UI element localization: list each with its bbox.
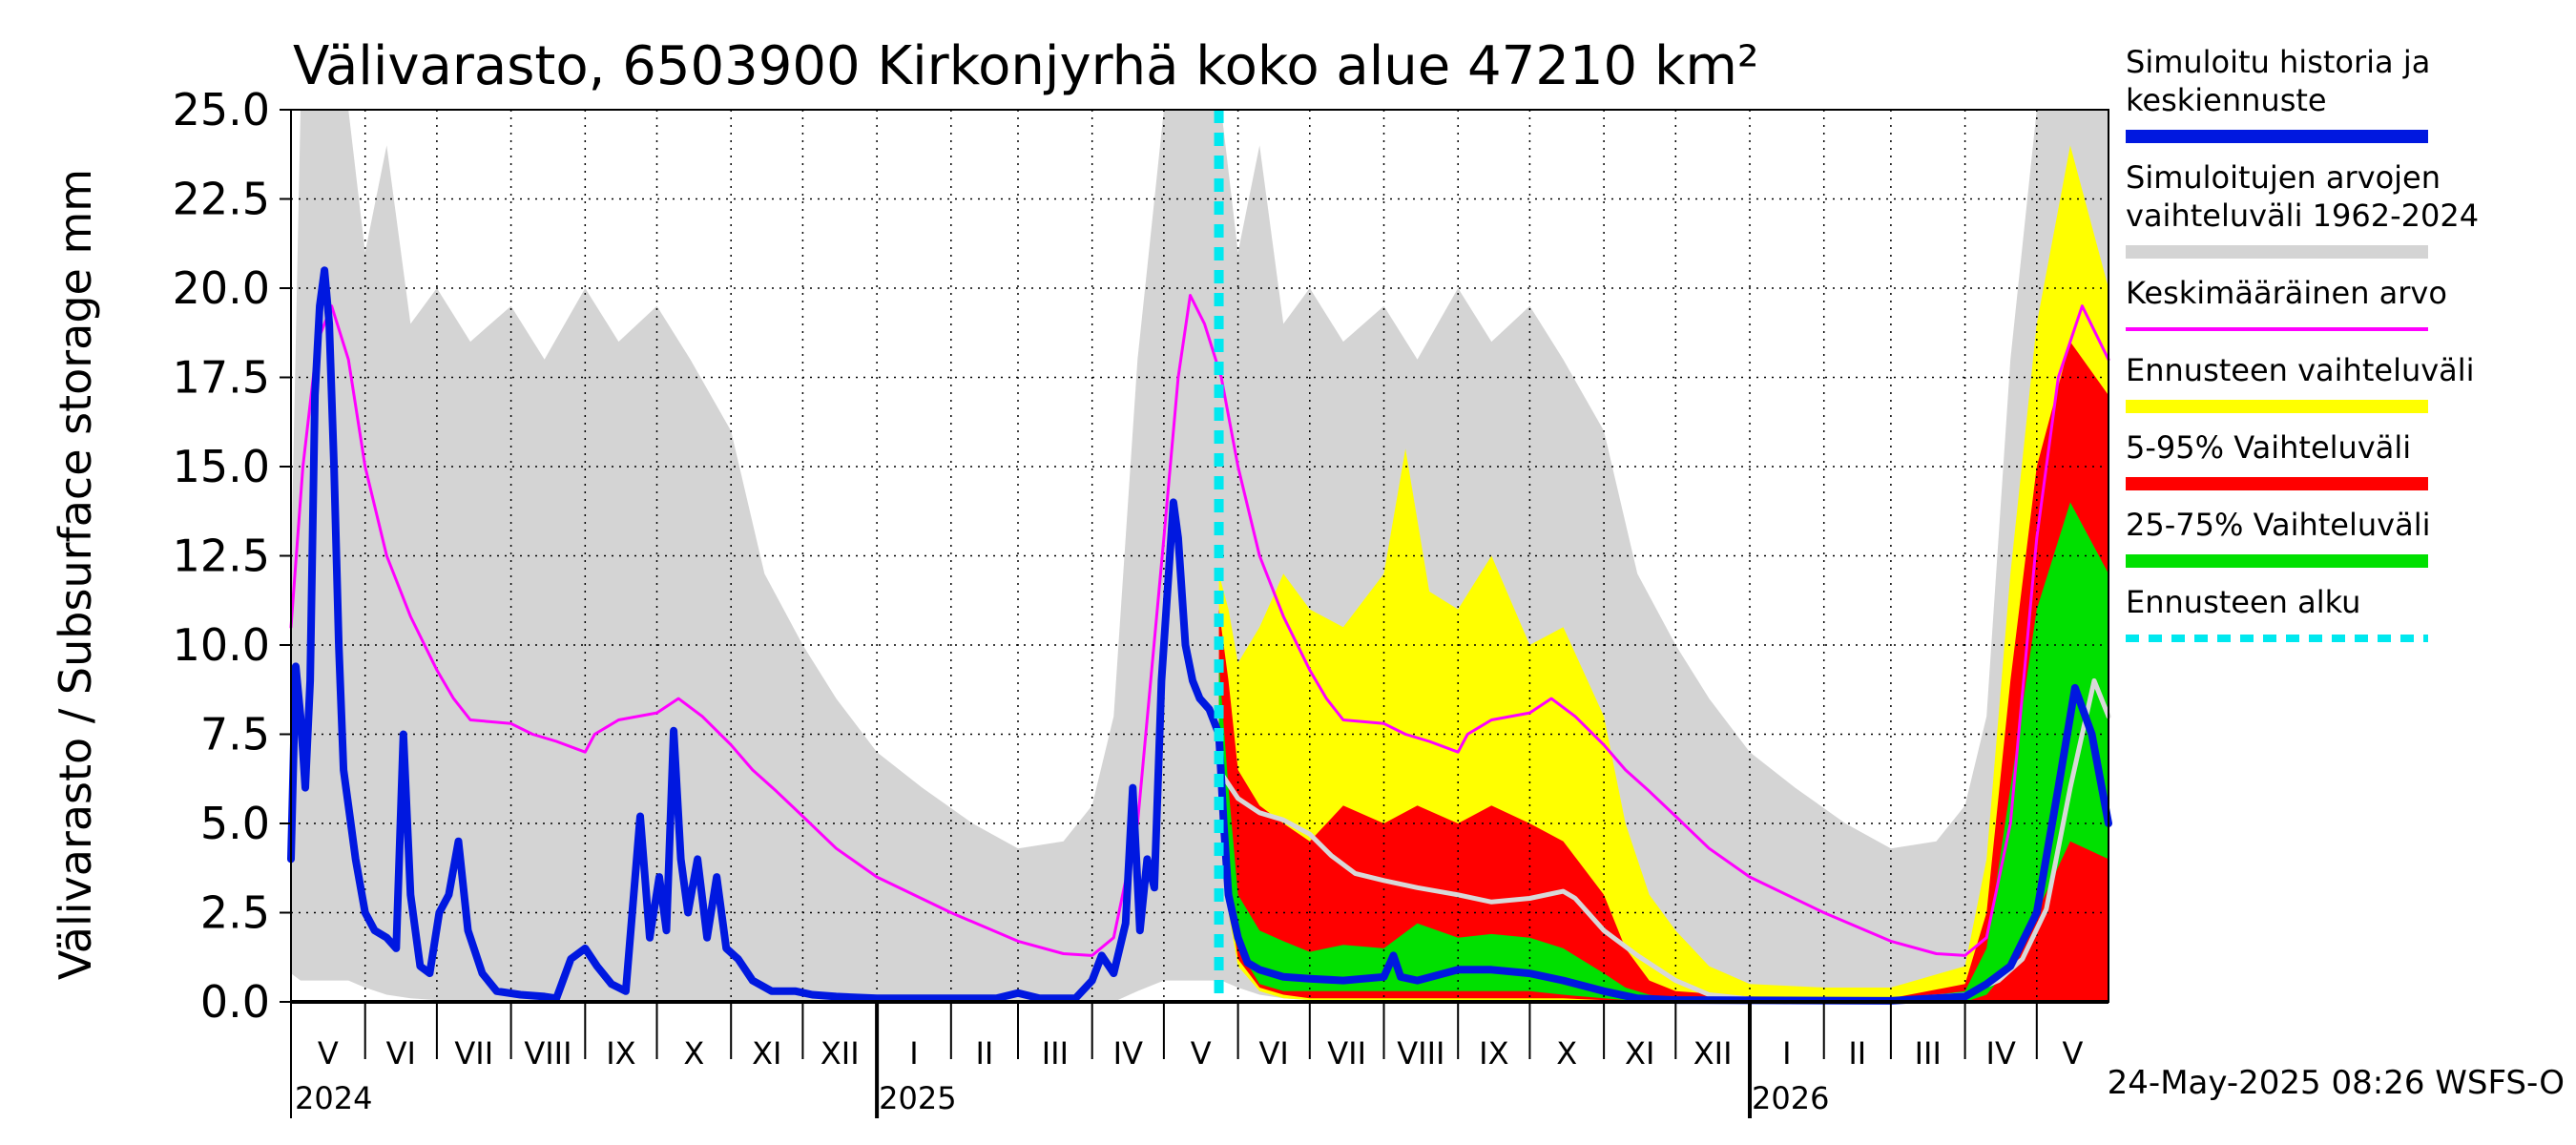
month-label: VII (454, 1035, 493, 1072)
month-label: IX (606, 1035, 635, 1072)
month-label: IX (1479, 1035, 1508, 1072)
y-axis-label: Välivarasto / Subsurface storage mm (50, 169, 101, 980)
y-tick-label: 25.0 (173, 84, 270, 135)
y-tick-label: 17.5 (173, 352, 270, 404)
timestamp-label: 24-May-2025 08:26 WSFS-O (2108, 1064, 2565, 1102)
x-axis: V VI VII VIII IX X XI XII I II III IV V VI VII VIII IX X X… (290, 1002, 2083, 1118)
month-label: IV (1986, 1035, 2016, 1072)
legend-label: Keskimääräinen arvo (2126, 275, 2447, 311)
chart-title: Välivarasto, 6503900 Kirkonjyrhä koko al… (293, 35, 1758, 97)
month-label: VI (1259, 1035, 1289, 1072)
month-label: V (2062, 1035, 2083, 1072)
year-label: 2024 (295, 1080, 372, 1116)
month-label: IV (1113, 1035, 1143, 1072)
line-keskim-r-inen-arvo (289, 294, 2110, 957)
legend-label: Ennusteen vaihteluväli (2126, 352, 2475, 388)
y-tick-label: 20.0 (173, 262, 270, 314)
month-label: XII (1693, 1035, 1733, 1072)
y-tick-label: 22.5 (173, 174, 270, 225)
band-ennusteen-vaihteluv-li (1218, 145, 2109, 1002)
month-label: X (683, 1035, 704, 1072)
legend-label: 25-75% Vaihteluväli (2126, 507, 2430, 543)
legend-label: vaihteluväli 1962-2024 (2126, 198, 2479, 234)
month-label: I (909, 1035, 918, 1072)
month-label: VIII (524, 1035, 571, 1072)
month-label: XI (1625, 1035, 1654, 1072)
legend-label: Simuloitu historia ja (2126, 44, 2430, 80)
year-label: 2026 (1752, 1080, 1829, 1116)
y-tick-label: 5.0 (200, 798, 270, 849)
month-label: II (975, 1035, 993, 1072)
line-simuloitu-historia-ja-keskiennuste (287, 266, 2112, 1005)
month-label: III (1042, 1035, 1069, 1072)
month-label: I (1782, 1035, 1791, 1072)
y-tick-label: 0.0 (200, 976, 270, 1028)
month-label: X (1556, 1035, 1577, 1072)
month-label: VI (386, 1035, 416, 1072)
y-tick-label: 10.0 (173, 619, 270, 671)
month-label: V (318, 1035, 339, 1072)
y-axis: 0.0 2.5 5.0 7.5 10.0 12.5 15.0 17.5 20.0 22.5 25.0 (173, 84, 291, 1028)
legend-label: 5-95% Vaihteluväli (2126, 429, 2411, 466)
year-label: 2025 (879, 1080, 956, 1116)
y-tick-label: 12.5 (173, 531, 270, 582)
month-label: V (1191, 1035, 1212, 1072)
legend-label: keskiennuste (2126, 82, 2327, 118)
y-tick-label: 2.5 (200, 887, 270, 939)
month-label: XI (752, 1035, 781, 1072)
month-label: III (1915, 1035, 1942, 1072)
legend-label: Simuloitujen arvojen (2126, 159, 2441, 196)
month-label: VII (1327, 1035, 1366, 1072)
y-tick-label: 15.0 (173, 441, 270, 492)
month-label: II (1848, 1035, 1866, 1072)
month-label: XII (821, 1035, 860, 1072)
month-label: VIII (1397, 1035, 1444, 1072)
band-25-75-vaihteluv-li (1218, 502, 2109, 1002)
y-tick-label: 7.5 (200, 709, 270, 760)
band-5-95-vaihteluv-li (1218, 342, 2109, 1003)
legend-label: Ennusteen alku (2126, 584, 2360, 620)
